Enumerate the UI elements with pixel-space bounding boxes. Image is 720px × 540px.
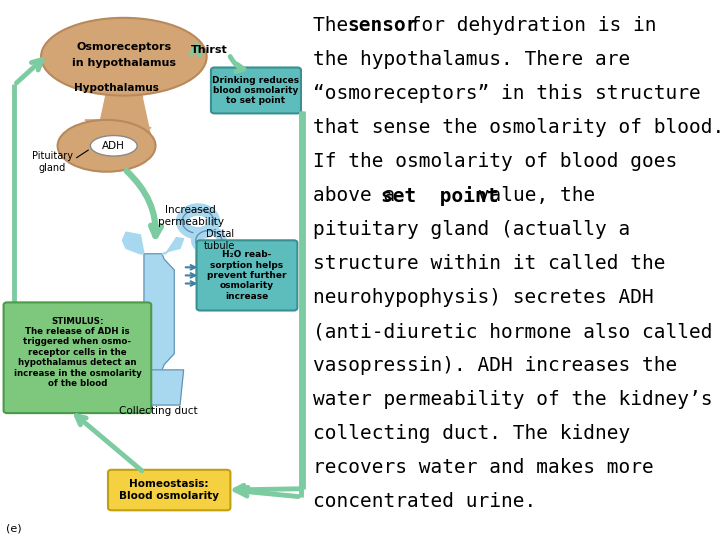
FancyArrowPatch shape xyxy=(186,273,195,278)
Text: structure within it called the: structure within it called the xyxy=(313,254,666,273)
Text: neurohypophysis) secretes ADH: neurohypophysis) secretes ADH xyxy=(313,288,654,307)
Text: The: The xyxy=(313,16,360,35)
FancyArrowPatch shape xyxy=(127,171,161,236)
FancyArrowPatch shape xyxy=(238,487,298,497)
FancyArrowPatch shape xyxy=(186,265,195,269)
FancyArrowPatch shape xyxy=(76,416,142,471)
Text: water permeability of the kidney’s: water permeability of the kidney’s xyxy=(313,390,713,409)
Text: Thirst: Thirst xyxy=(190,45,228,55)
Text: Distal
tubule: Distal tubule xyxy=(204,230,235,251)
Text: sensor: sensor xyxy=(347,16,418,35)
FancyArrowPatch shape xyxy=(235,485,300,494)
Ellipse shape xyxy=(41,18,207,96)
Text: value, the: value, the xyxy=(467,186,595,205)
Text: set  point: set point xyxy=(381,186,499,206)
Text: Hypothalamus: Hypothalamus xyxy=(74,83,159,93)
Text: H₂O reab-
sorption helps
prevent further
osmolarity
increase: H₂O reab- sorption helps prevent further… xyxy=(207,250,287,301)
Polygon shape xyxy=(144,254,174,370)
Text: If the osmolarity of blood goes: If the osmolarity of blood goes xyxy=(313,152,678,171)
Text: Collecting duct: Collecting duct xyxy=(119,407,198,416)
Text: Pituitary
gland: Pituitary gland xyxy=(32,151,73,173)
Polygon shape xyxy=(85,120,151,128)
FancyBboxPatch shape xyxy=(108,470,230,510)
FancyArrowPatch shape xyxy=(186,281,195,286)
Text: “osmoreceptors” in this structure: “osmoreceptors” in this structure xyxy=(313,84,701,103)
Text: Osmoreceptors: Osmoreceptors xyxy=(76,42,171,52)
Ellipse shape xyxy=(91,136,137,156)
Text: above a: above a xyxy=(313,186,408,205)
Text: concentrated urine.: concentrated urine. xyxy=(313,492,536,511)
Text: for dehydration is in: for dehydration is in xyxy=(398,16,657,35)
Text: (anti-diuretic hormone also called: (anti-diuretic hormone also called xyxy=(313,322,713,341)
FancyArrowPatch shape xyxy=(230,57,244,72)
Polygon shape xyxy=(137,370,184,405)
Text: ADH: ADH xyxy=(102,141,125,151)
Text: (e): (e) xyxy=(6,523,22,534)
Text: Increased
permeability: Increased permeability xyxy=(158,205,224,227)
FancyArrowPatch shape xyxy=(192,45,200,55)
Polygon shape xyxy=(96,96,151,139)
Text: in hypothalamus: in hypothalamus xyxy=(72,58,176,68)
FancyBboxPatch shape xyxy=(211,68,301,113)
FancyBboxPatch shape xyxy=(4,302,151,413)
Text: the hypothalamus. There are: the hypothalamus. There are xyxy=(313,50,631,69)
Text: Drinking reduces
blood osmolarity
to set point: Drinking reduces blood osmolarity to set… xyxy=(212,76,300,105)
Ellipse shape xyxy=(58,120,156,172)
Polygon shape xyxy=(162,238,184,254)
Text: that sense the osmolarity of blood.: that sense the osmolarity of blood. xyxy=(313,118,720,137)
FancyArrowPatch shape xyxy=(17,59,42,83)
Text: Homeostasis:
Blood osmolarity: Homeostasis: Blood osmolarity xyxy=(120,480,219,501)
Text: pituitary gland (actually a: pituitary gland (actually a xyxy=(313,220,631,239)
FancyBboxPatch shape xyxy=(197,240,297,310)
Text: vasopressin). ADH increases the: vasopressin). ADH increases the xyxy=(313,356,678,375)
Text: recovers water and makes more: recovers water and makes more xyxy=(313,458,654,477)
Polygon shape xyxy=(122,232,144,254)
Text: collecting duct. The kidney: collecting duct. The kidney xyxy=(313,424,631,443)
Text: STIMULUS:
The release of ADH is
triggered when osmo-
receptor cells in the
hypot: STIMULUS: The release of ADH is triggere… xyxy=(14,316,141,388)
